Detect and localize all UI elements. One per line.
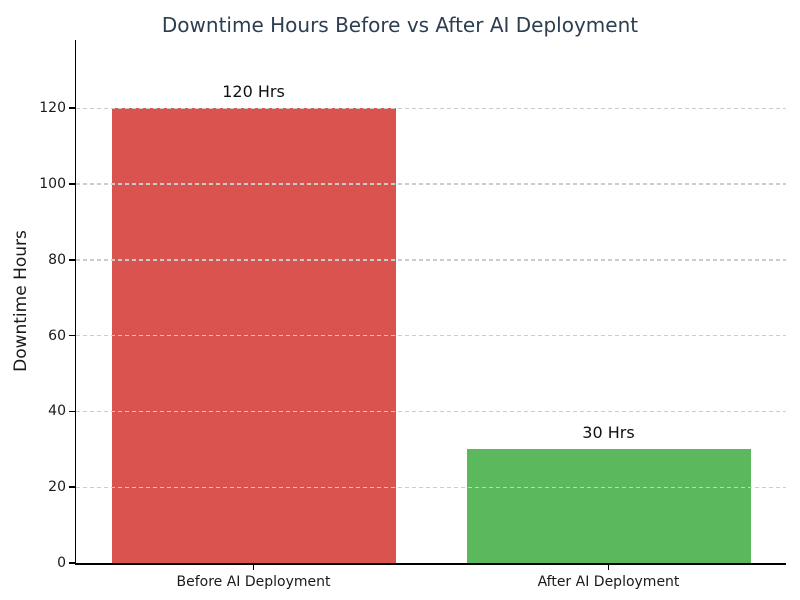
y-tick-mark-0 xyxy=(68,562,75,564)
bar-value-label-0: 120 Hrs xyxy=(222,82,285,102)
gridline-y-80 xyxy=(76,259,786,261)
bar-value-label-1: 30 Hrs xyxy=(582,423,635,443)
y-axis-spine xyxy=(74,40,76,565)
x-tick-label-1: After AI Deployment xyxy=(537,574,680,590)
x-axis-spine xyxy=(74,563,786,565)
x-tick-mark-0 xyxy=(252,564,255,570)
y-tick-label-20: 20 xyxy=(48,479,66,496)
chart-title: Downtime Hours Before vs After AI Deploy… xyxy=(161,13,639,37)
x-tick-mark-1 xyxy=(607,564,610,570)
y-tick-mark-60 xyxy=(68,334,75,337)
y-tick-label-120: 120 xyxy=(39,100,66,117)
gridline-y-60 xyxy=(76,334,786,337)
plot-area xyxy=(76,40,786,563)
x-tick-label-0: Before AI Deployment xyxy=(176,574,331,590)
y-tick-mark-40 xyxy=(68,410,75,413)
bar-1 xyxy=(466,449,751,563)
gridline-y-100 xyxy=(76,183,786,185)
y-tick-label-80: 80 xyxy=(48,251,66,268)
y-tick-mark-120 xyxy=(68,107,75,109)
gridline-y-40 xyxy=(76,410,786,413)
y-tick-label-40: 40 xyxy=(48,403,66,420)
y-tick-label-60: 60 xyxy=(48,327,66,344)
y-tick-mark-20 xyxy=(68,486,75,488)
y-tick-mark-80 xyxy=(68,259,75,261)
gridline-y-20 xyxy=(76,486,786,488)
y-tick-mark-100 xyxy=(68,183,75,185)
gridline-y-120 xyxy=(76,107,786,109)
y-tick-label-0: 0 xyxy=(57,555,66,571)
y-tick-label-100: 100 xyxy=(39,176,66,192)
